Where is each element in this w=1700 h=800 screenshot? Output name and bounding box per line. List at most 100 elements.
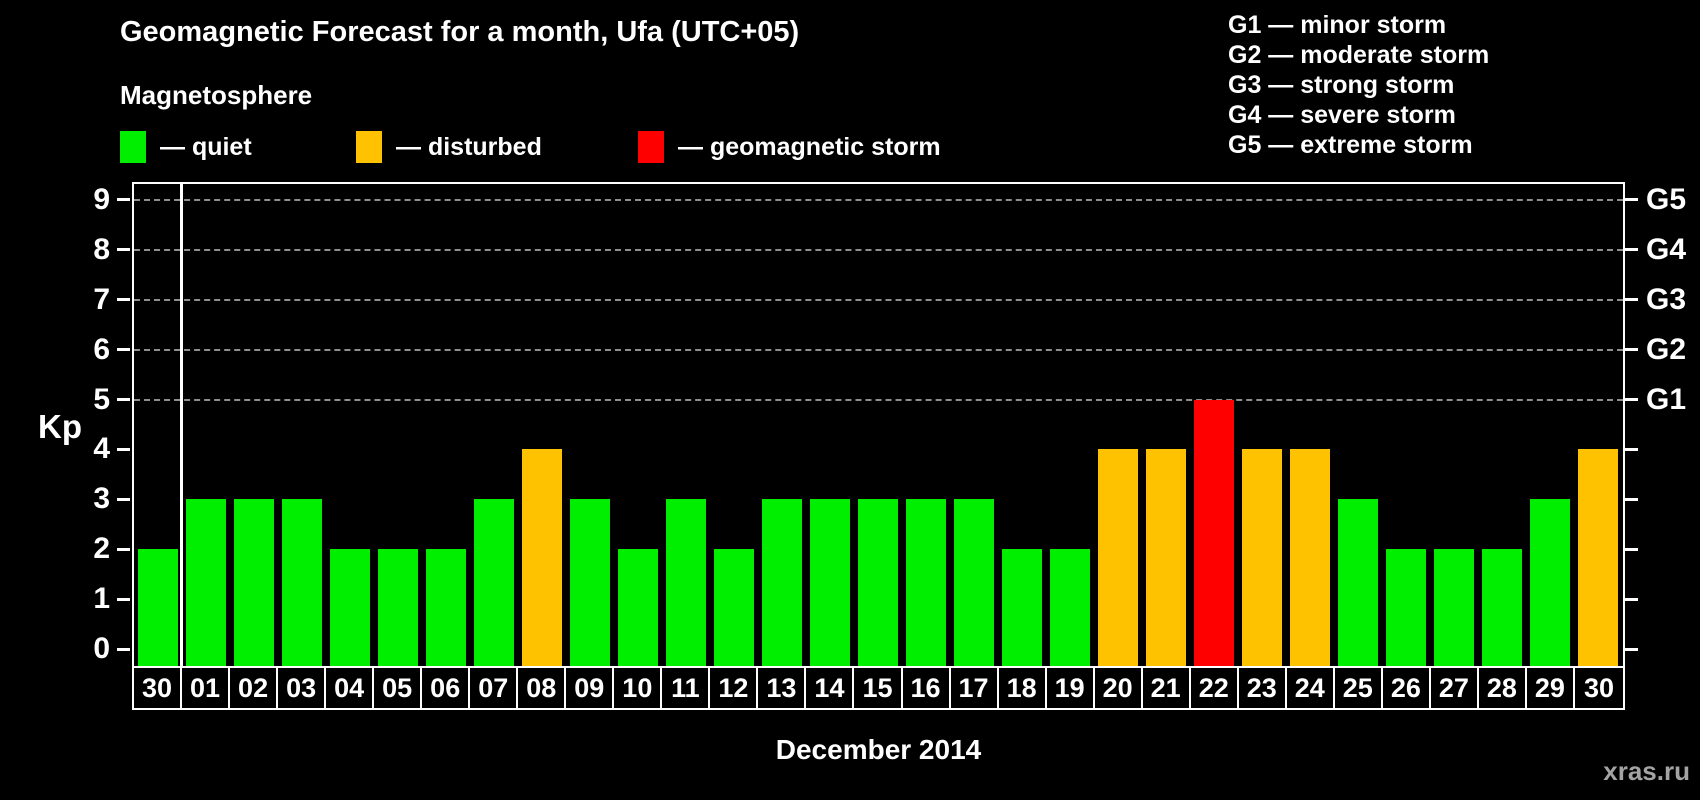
day-label-15: 15	[854, 668, 903, 708]
day-label-20: 20	[1095, 668, 1143, 708]
legend-item-disturbed: — disturbed	[356, 130, 542, 164]
gridline-kp6	[134, 348, 1623, 351]
bar-day-04	[329, 549, 370, 666]
right-axis-label-g4: G4	[1646, 232, 1687, 266]
bar-day-30	[137, 549, 178, 666]
bar-day-03	[281, 499, 322, 666]
tick-left-kp0	[117, 647, 130, 651]
tick-right-kp2	[1625, 547, 1638, 551]
tick-right-kp3	[1625, 497, 1638, 501]
day-label-16: 16	[903, 668, 951, 708]
day-label-18: 18	[999, 668, 1047, 708]
day-label-25: 25	[1335, 668, 1383, 708]
tick-right-kp0	[1625, 647, 1638, 651]
right-axis-label-g1: G1	[1646, 382, 1687, 416]
watermark: xras.ru	[1603, 756, 1690, 786]
tick-right-kp5	[1625, 398, 1638, 401]
tick-right-kp9	[1625, 198, 1638, 202]
bar-day-27	[1434, 549, 1475, 666]
bar-day-29	[1530, 499, 1571, 666]
gridline-kp7	[134, 298, 1623, 301]
y-axis-tick-label-8: 8	[93, 232, 110, 266]
right-axis-label-g3: G3	[1646, 282, 1687, 316]
magnetosphere-label: Magnetosphere	[120, 80, 313, 110]
tick-left-kp9	[117, 198, 130, 202]
day-label-05: 05	[374, 668, 423, 708]
tick-right-kp7	[1625, 298, 1638, 302]
y-axis-tick-label-0: 0	[93, 632, 110, 665]
g-legend-line-g1: G1 — minor storm	[1228, 11, 1447, 39]
x-axis-title: December 2014	[775, 734, 982, 765]
chart-title: Geomagnetic Forecast for a month, Ufa (U…	[120, 16, 800, 48]
y-axis-tick-label-1: 1	[93, 582, 110, 616]
storm-color-swatch	[638, 131, 664, 163]
day-label-13: 13	[758, 668, 807, 708]
tick-left-kp8	[117, 248, 130, 252]
bar-day-28	[1482, 549, 1523, 666]
bar-day-26	[1386, 549, 1427, 666]
month-separator-line	[180, 184, 184, 666]
x-axis-day-labels: 30 01 02 03 04 05 06 07 08 09 10 11 12 13 14 15 16 17 18 19…	[132, 668, 1625, 710]
tick-right-kp1	[1625, 597, 1638, 601]
tick-left-kp6	[117, 348, 130, 352]
bar-day-01	[185, 499, 226, 666]
bar-day-12	[713, 549, 754, 666]
gridline-kp8	[134, 248, 1623, 251]
bar-day-11	[665, 499, 706, 666]
right-axis-label-g2: G2	[1646, 332, 1687, 366]
day-label-29: 29	[1527, 668, 1575, 708]
bar-day-30	[1578, 449, 1619, 666]
day-label-17: 17	[951, 668, 999, 708]
right-axis-label-g5: G5	[1646, 182, 1687, 216]
quiet-color-swatch	[120, 131, 146, 163]
day-label-19: 19	[1047, 668, 1095, 708]
plot-area	[132, 182, 1625, 668]
y-axis-tick-label-3: 3	[93, 482, 110, 516]
legend-item-label: — quiet	[160, 132, 252, 161]
day-label-11: 11	[662, 668, 711, 708]
g-scale-legend: G1 — minor storm G2 — moderate storm G3 …	[1228, 10, 1489, 160]
day-label-27: 27	[1431, 668, 1479, 708]
y-axis-tick-label-5: 5	[93, 382, 110, 416]
g-legend-line-g5: G5 — extreme storm	[1228, 131, 1473, 159]
bar-day-19	[1050, 549, 1091, 666]
bar-day-14	[809, 499, 850, 666]
g-legend-line-g3: G3 — strong storm	[1228, 71, 1455, 99]
day-label-28: 28	[1479, 668, 1527, 708]
bar-day-24	[1290, 449, 1331, 666]
bar-day-09	[569, 499, 610, 666]
bar-day-23	[1242, 449, 1283, 666]
tick-left-kp7	[117, 298, 130, 302]
bar-day-16	[906, 499, 947, 666]
bar-day-05	[377, 549, 418, 666]
day-label-prev-30: 30	[134, 668, 183, 708]
bar-day-02	[233, 499, 274, 666]
day-label-12: 12	[710, 668, 759, 708]
bar-day-15	[857, 499, 898, 666]
day-label-22: 22	[1191, 668, 1239, 708]
bar-day-10	[617, 549, 658, 666]
g-legend-line-g2: G2 — moderate storm	[1228, 41, 1490, 69]
y-axis-tick-label-6: 6	[93, 332, 110, 366]
tick-left-kp5	[117, 398, 130, 401]
day-label-02: 02	[230, 668, 279, 708]
day-label-04: 04	[326, 668, 375, 708]
y-axis-tick-label-4: 4	[93, 432, 110, 466]
bar-day-25	[1338, 499, 1379, 666]
tick-right-kp8	[1625, 248, 1638, 252]
bar-day-20	[1098, 449, 1139, 666]
bar-day-08	[521, 449, 562, 666]
gridline-kp9	[134, 198, 1623, 201]
bar-day-06	[425, 549, 466, 666]
disturbed-color-swatch	[356, 131, 382, 163]
day-label-30: 30	[1583, 672, 1614, 703]
bar-day-13	[761, 499, 802, 666]
day-label-08: 08	[518, 668, 567, 708]
day-label-09: 09	[566, 668, 615, 708]
y-axis-title: Kp	[38, 408, 82, 445]
bar-day-07	[473, 499, 514, 666]
bar-day-22	[1194, 399, 1235, 666]
legend-item-storm: — geomagnetic storm	[638, 130, 941, 164]
day-label-01: 01	[182, 668, 231, 708]
